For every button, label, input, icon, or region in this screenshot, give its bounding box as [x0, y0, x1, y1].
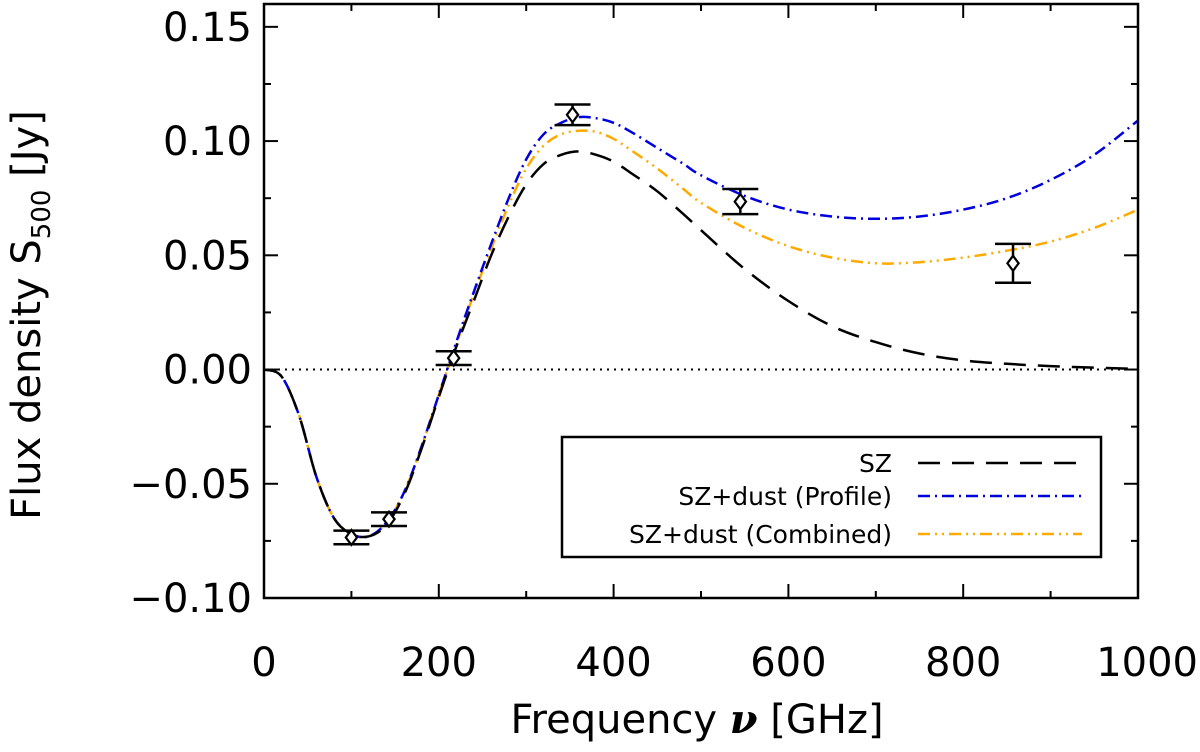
y-tick-label: 0.10 — [163, 119, 252, 165]
legend-box — [560, 435, 1103, 559]
data-point — [370, 509, 407, 529]
legend: SZ SZ+dust (Profile) SZ+dust (Combined) — [560, 435, 1103, 559]
x-tick-label: 400 — [575, 640, 651, 686]
series-line-dash-dot — [263, 115, 1139, 539]
x-tick-label: 1000 — [1096, 640, 1198, 686]
series-line-dashed — [263, 150, 1139, 539]
data-point — [995, 242, 1032, 284]
x-axis-label: Frequency ν [GHz] — [510, 696, 883, 743]
data-point — [333, 528, 370, 547]
legend-label-profile: SZ+dust (Profile) — [678, 482, 892, 511]
diamond-marker — [381, 509, 396, 529]
y-axis-label-subscript: 500 — [27, 190, 57, 240]
series-line-dash-dot-dot — [263, 129, 1139, 539]
diamond-marker — [733, 192, 748, 211]
x-axis-label-symbol: ν — [730, 696, 758, 743]
legend-label-sz: SZ — [859, 449, 892, 478]
x-tick-label: 200 — [401, 640, 477, 686]
diamond-marker — [1006, 253, 1021, 273]
y-tick-label: 0.00 — [163, 348, 252, 394]
data-point — [722, 187, 759, 216]
data-point — [435, 348, 472, 368]
y-tick-label: −0.05 — [129, 462, 252, 508]
y-axis-label-prefix: Flux density S — [4, 239, 50, 520]
x-tick-label: 800 — [925, 640, 1001, 686]
x-tick-label: 600 — [750, 640, 826, 686]
x-axis-label-prefix: Frequency — [510, 697, 729, 743]
axis-ticks: 0 200 400 600 800 1000 −0.10 −0.05 0.00 0.05 0.10 0… — [129, 4, 1198, 686]
diamond-marker — [344, 528, 359, 547]
y-axis-label-suffix: [Jy] — [4, 110, 50, 189]
data-point — [554, 103, 591, 127]
y-axis-label: Flux density S500 [Jy] — [4, 110, 57, 520]
y-tick-label: −0.10 — [129, 576, 252, 622]
y-tick-label: 0.05 — [163, 233, 252, 279]
plot-area — [263, 103, 1139, 547]
y-tick-label: 0.15 — [163, 5, 252, 51]
x-tick-label: 0 — [251, 640, 276, 686]
plot-frame — [262, 2, 1140, 600]
diamond-marker — [446, 348, 461, 368]
x-axis-label-suffix: [GHz] — [758, 697, 884, 743]
diamond-marker — [565, 105, 580, 125]
legend-label-combined: SZ+dust (Combined) — [629, 520, 892, 549]
